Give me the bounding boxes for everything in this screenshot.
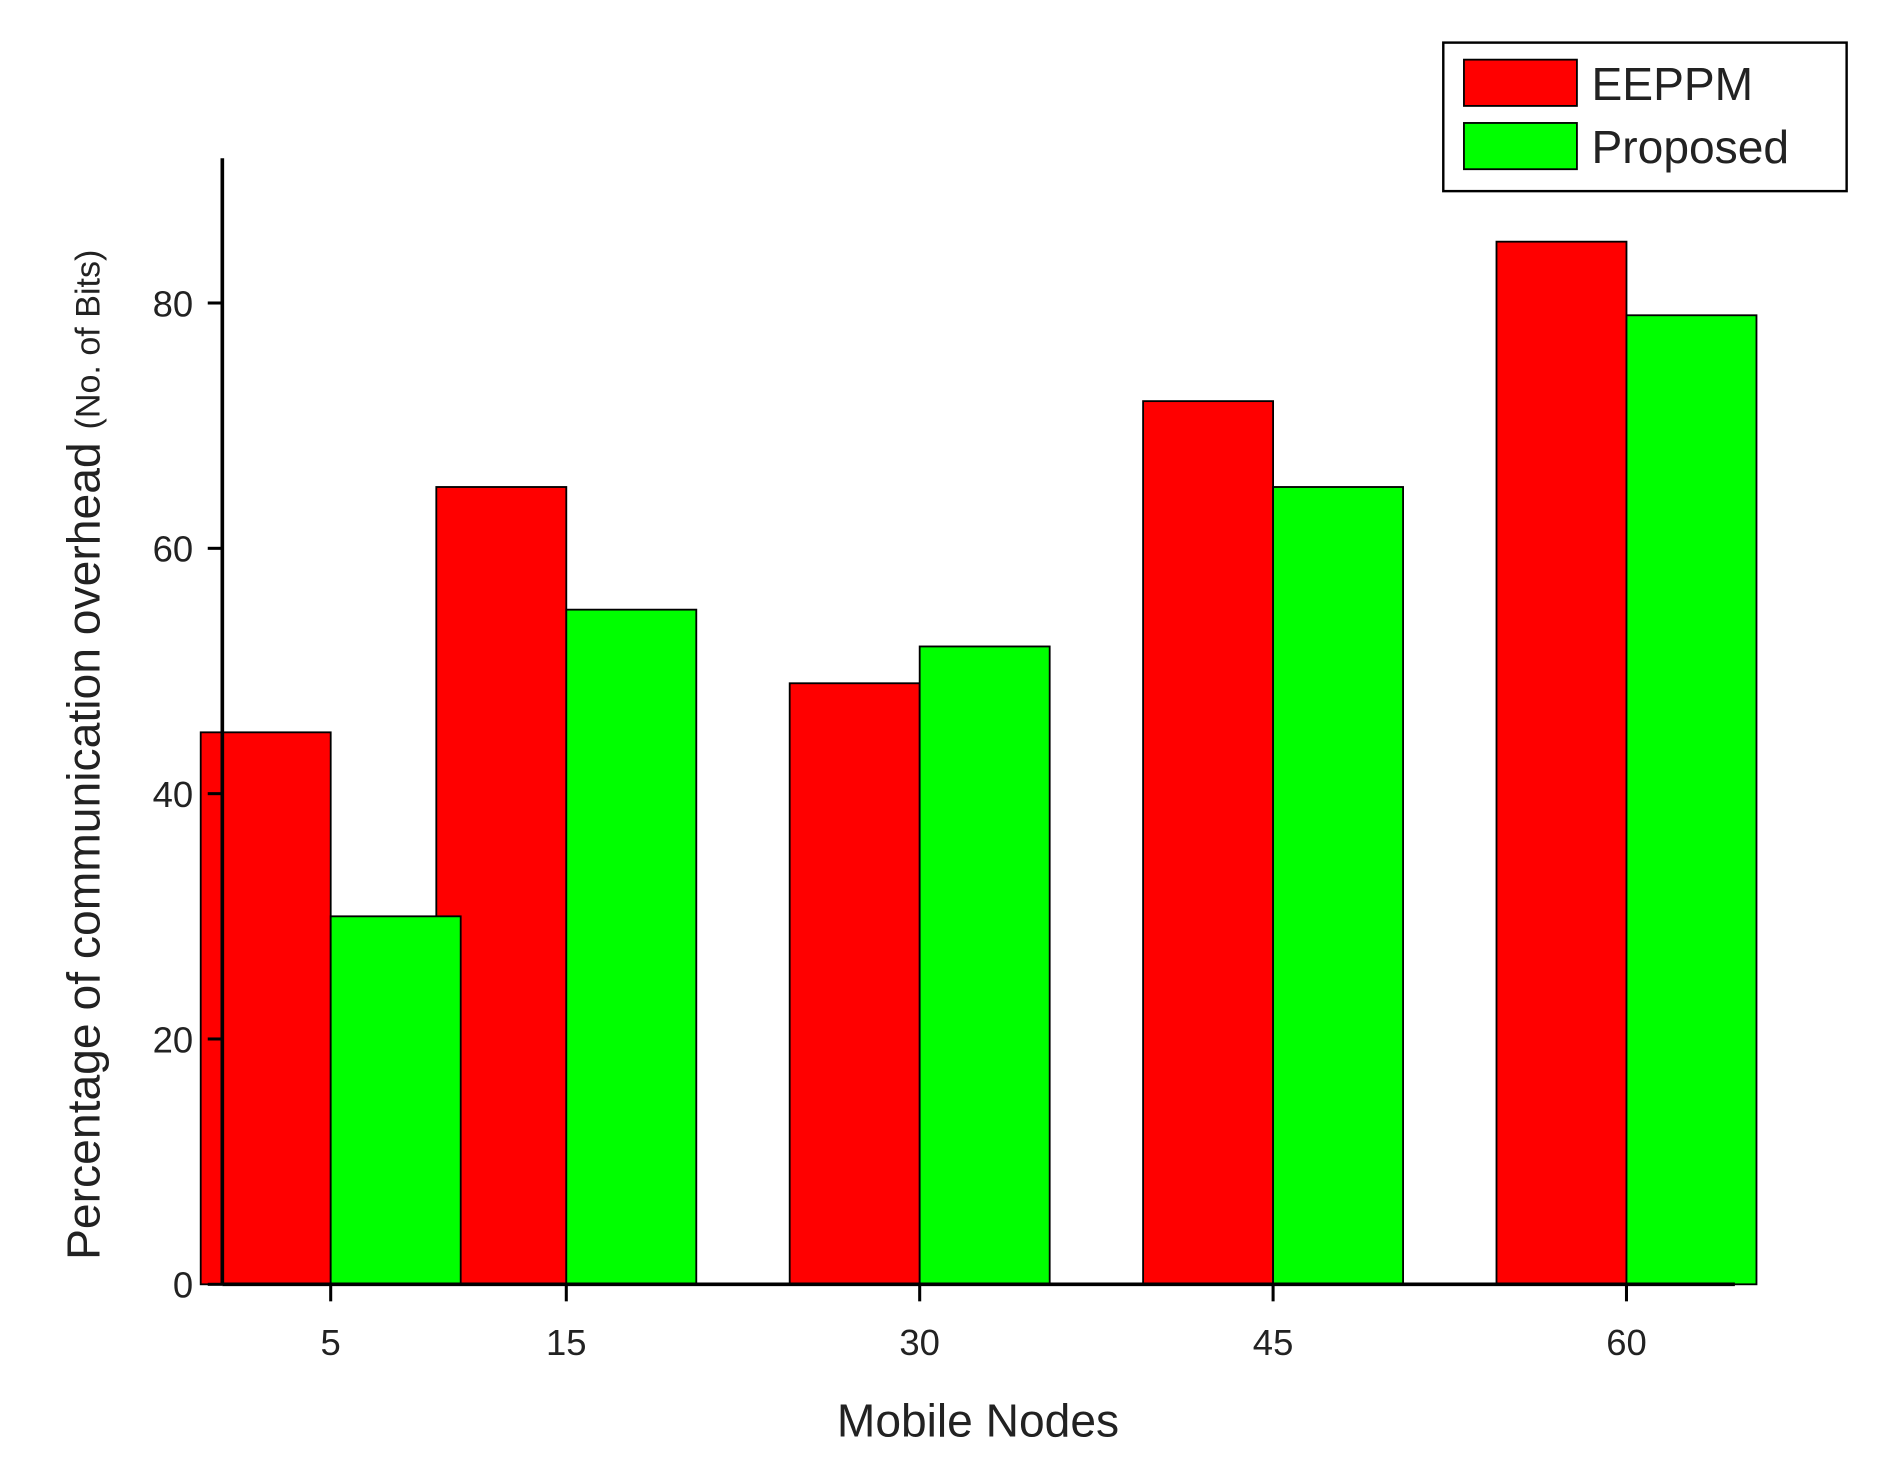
bar [199,731,332,1286]
y-tick-label: 0 [173,1265,193,1306]
bar [329,915,462,1286]
x-tick-label: 15 [546,1322,587,1363]
y-axis-label: Percentage of communication overhead (No… [58,250,110,1260]
bar [918,645,1051,1286]
y-axis-label-unit: (No. of Bits) [70,250,108,430]
bar [788,682,921,1286]
legend-swatch [1463,58,1578,107]
y-axis-label-main: Percentage of communication overhead [58,442,110,1260]
bar [1142,400,1274,1286]
y-tick-label: 80 [153,283,194,324]
x-tick-label: 30 [899,1322,940,1363]
x-axis-label: Mobile Nodes [837,1394,1119,1446]
y-tick-label: 60 [153,529,194,570]
bar [565,608,698,1286]
legend-swatch [1463,122,1578,171]
legend-label: EEPPM [1592,58,1754,110]
x-tick-label: 60 [1606,1322,1647,1363]
y-tick-label: 40 [153,774,194,815]
y-tick-label: 20 [153,1019,194,1060]
legend-label: Proposed [1592,121,1790,173]
x-tick-label: 5 [321,1322,341,1363]
bar [1625,314,1758,1286]
x-tick-label: 45 [1253,1322,1294,1363]
bar [1272,486,1404,1286]
bar [1495,240,1628,1286]
